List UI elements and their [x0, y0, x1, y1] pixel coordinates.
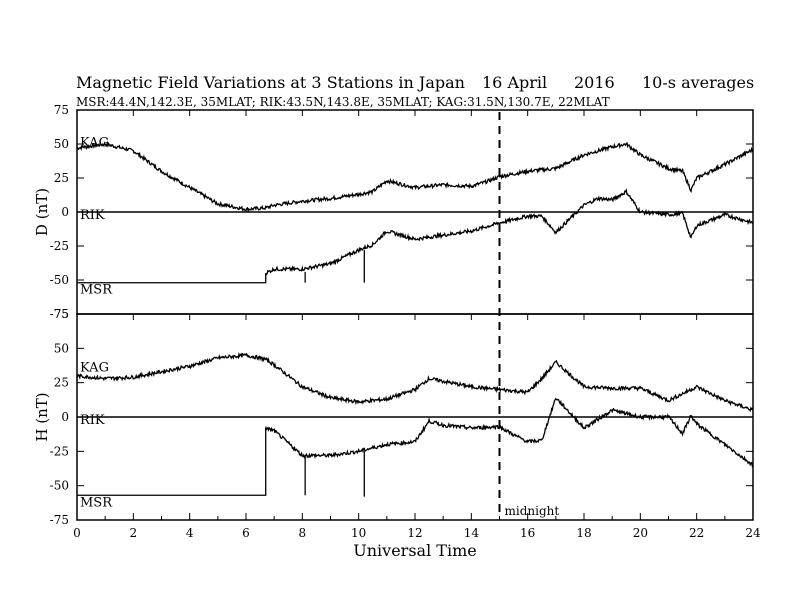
x-tick-label: 2: [130, 526, 138, 540]
y-tick-label: 50: [54, 341, 69, 355]
series-label-msr: MSR: [80, 495, 113, 510]
y-tick-label: -75: [50, 307, 69, 321]
y-tick-label: 75: [54, 307, 69, 321]
series-rik-line: [265, 188, 754, 276]
y-tick-label: -75: [50, 513, 69, 527]
axis-ticks: 0 2 4 6 8 10 12 14 16 18 20 22 247550250-25-50-75755…: [50, 103, 761, 540]
panel-h-ylabel: H (nT): [33, 392, 51, 441]
y-tick-label: 0: [61, 205, 69, 219]
x-tick-label: 24: [745, 526, 761, 540]
y-tick-label: -25: [50, 444, 69, 458]
series-kag-line: [76, 351, 754, 413]
x-tick-label: 12: [407, 526, 422, 540]
y-tick-label: -25: [50, 239, 69, 253]
x-tick-label: 22: [689, 526, 704, 540]
series-rik-line: [265, 397, 754, 468]
series-kag-line: [76, 140, 754, 213]
chart-averaging: 10-s averages: [642, 73, 754, 92]
series-label-kag: KAG: [80, 361, 109, 376]
series-msr-line: [77, 273, 267, 284]
y-tick-label: 0: [61, 410, 69, 424]
x-tick-label: 10: [351, 526, 366, 540]
x-tick-label: 18: [576, 526, 591, 540]
x-tick-label: 0: [73, 526, 81, 540]
y-tick-label: -50: [50, 479, 69, 493]
x-tick-label: 14: [464, 526, 480, 540]
y-tick-label: -50: [50, 273, 69, 287]
chart-year: 2016: [574, 73, 615, 92]
chart-title: Magnetic Field Variations at 3 Stations …: [76, 73, 465, 92]
y-tick-label: 50: [54, 137, 69, 151]
chart-subtitle: MSR:44.4N,142.3E, 35MLAT; RIK:43.5N,143.…: [76, 95, 610, 109]
x-tick-label: 16: [520, 526, 535, 540]
series-label-rik: RIK: [80, 208, 105, 223]
y-tick-label: 25: [54, 376, 69, 390]
x-tick-label: 8: [299, 526, 307, 540]
x-tick-label: 6: [242, 526, 250, 540]
midnight-label: midnight: [505, 504, 560, 518]
y-tick-label: 75: [54, 103, 69, 117]
series-label-msr: MSR: [80, 283, 113, 298]
series-labels: KAG RIK MSR KAG RIK MSR: [80, 136, 113, 511]
x-tick-label: 20: [633, 526, 648, 540]
series-msr-line: [77, 427, 267, 496]
data-series: [76, 140, 754, 497]
chart-date: 16 April: [482, 73, 547, 92]
panel-d-ylabel: D (nT): [33, 188, 51, 236]
series-label-kag: KAG: [80, 136, 109, 151]
x-axis-label: Universal Time: [353, 541, 476, 560]
y-tick-label: 25: [54, 171, 69, 185]
x-tick-label: 4: [186, 526, 194, 540]
series-label-rik: RIK: [80, 413, 105, 428]
